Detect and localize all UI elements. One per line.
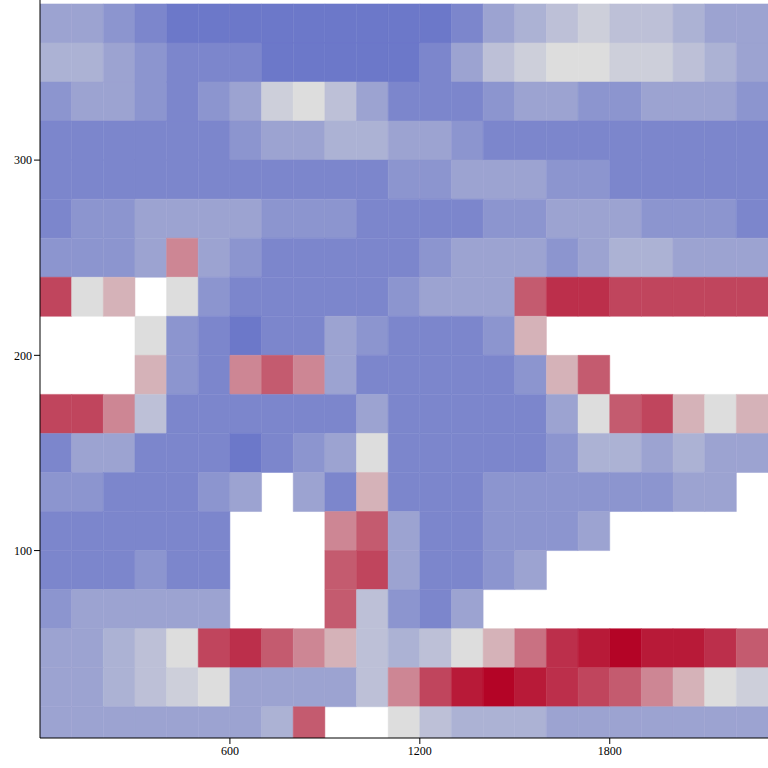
svg-text:600: 600: [221, 744, 239, 758]
svg-text:1800: 1800: [598, 744, 622, 758]
svg-text:300: 300: [14, 153, 32, 167]
svg-text:1200: 1200: [408, 744, 432, 758]
svg-text:200: 200: [14, 349, 32, 363]
svg-text:100: 100: [14, 544, 32, 558]
